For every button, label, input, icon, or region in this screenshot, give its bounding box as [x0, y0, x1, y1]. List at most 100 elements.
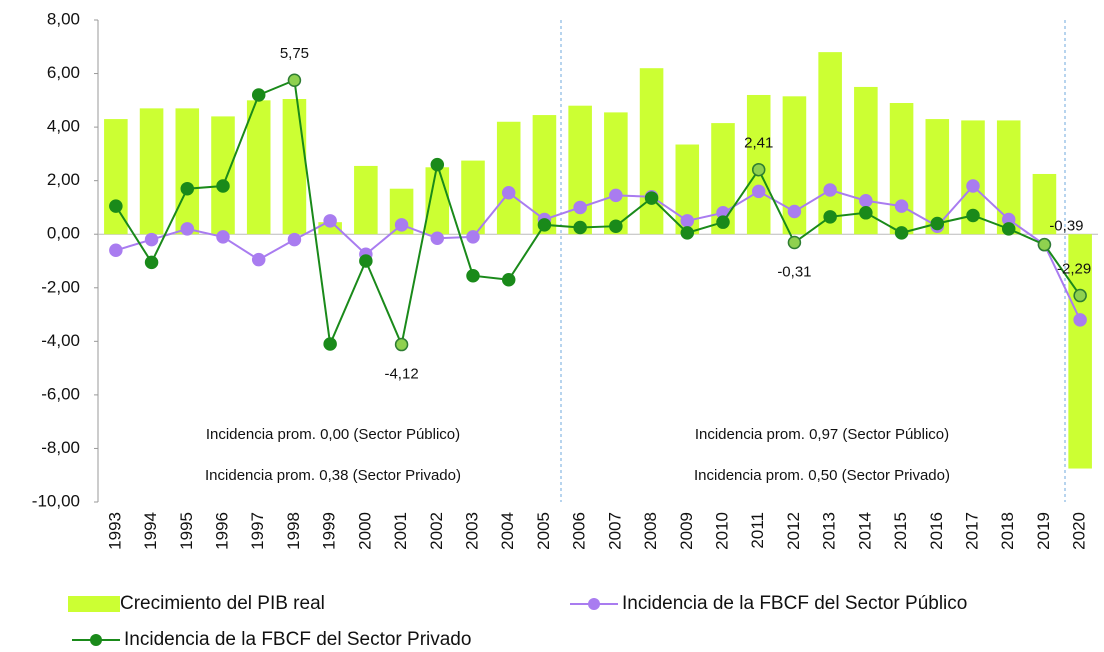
x-tick-label: 2007	[605, 512, 624, 550]
marker	[680, 214, 695, 228]
y-tick-label: 0,00	[47, 224, 80, 243]
y-tick-label: -8,00	[41, 438, 80, 457]
data-label: 2,41	[744, 135, 773, 152]
x-tick-label: 2014	[855, 512, 874, 550]
marker	[180, 181, 195, 196]
x-tick-label: 2001	[391, 512, 410, 550]
marker	[394, 218, 409, 232]
bar	[925, 119, 950, 235]
bar	[139, 108, 164, 235]
y-tick-label: -6,00	[41, 384, 80, 403]
x-tick-label: 1993	[105, 512, 124, 550]
marker	[1037, 237, 1052, 252]
x-tick-label: 2018	[998, 512, 1017, 550]
y-tick-label: -10,00	[32, 491, 80, 510]
x-tick-label: 2017	[962, 512, 981, 550]
bar	[639, 68, 664, 235]
marker	[609, 188, 623, 203]
data-label: -0,31	[777, 263, 811, 280]
marker	[144, 255, 159, 270]
bar	[568, 105, 592, 235]
legend-label: Incidencia de la FBCF del Sector Público	[622, 593, 967, 614]
marker	[394, 337, 409, 352]
marker	[466, 230, 480, 244]
x-tick-label: 2006	[570, 512, 589, 550]
bar	[354, 165, 378, 235]
x-tick-label: 2005	[534, 512, 553, 550]
bar	[854, 86, 878, 235]
marker	[144, 232, 159, 247]
marker	[287, 73, 302, 87]
line	[115, 184, 1082, 321]
marker	[109, 243, 123, 258]
marker	[537, 218, 552, 232]
bar	[1032, 173, 1057, 235]
x-tick-label: 2013	[820, 512, 839, 550]
x-tick-label: 2009	[677, 512, 696, 550]
marker	[930, 216, 945, 231]
legend-swatch	[68, 596, 120, 612]
marker	[1073, 313, 1087, 327]
marker	[323, 337, 337, 351]
y-tick-label: -4,00	[41, 331, 80, 350]
bar	[532, 115, 557, 235]
marker	[251, 252, 266, 267]
marker	[573, 220, 587, 235]
x-tick-label: 2000	[355, 512, 374, 550]
legend-swatch	[588, 598, 600, 610]
marker	[859, 194, 873, 208]
marker	[894, 226, 909, 240]
x-tick-label: 1998	[284, 512, 303, 550]
data-label: -0,39	[1049, 218, 1083, 235]
marker	[823, 183, 837, 197]
bar	[211, 116, 235, 235]
legend-label: Incidencia de la FBCF del Sector Privado	[124, 629, 471, 650]
legend-swatch	[90, 634, 102, 646]
data-label: -2,29	[1057, 261, 1091, 278]
x-tick-label: 2015	[891, 512, 910, 550]
marker	[823, 210, 837, 224]
bar	[104, 119, 128, 235]
x-tick-label: 2019	[1034, 512, 1053, 550]
marker	[716, 215, 730, 229]
marker	[251, 88, 266, 102]
line	[115, 78, 1081, 348]
marker	[751, 184, 766, 199]
marker	[1073, 288, 1087, 303]
bar	[461, 160, 485, 235]
bar	[175, 108, 200, 235]
bar	[996, 120, 1021, 235]
x-tick-label: 2008	[641, 512, 660, 550]
x-tick-label: 1996	[212, 512, 231, 550]
marker	[1001, 222, 1016, 236]
marker	[216, 179, 230, 193]
data-label: -4,12	[384, 366, 418, 383]
marker	[359, 254, 373, 268]
bar	[496, 121, 521, 235]
marker	[680, 226, 695, 240]
x-tick-label: 1995	[177, 512, 196, 550]
marker	[751, 162, 766, 177]
x-tick-label: 2012	[784, 512, 803, 550]
marker	[787, 204, 802, 219]
x-tick-label: 2010	[712, 512, 731, 550]
marker	[573, 200, 587, 215]
bar	[782, 96, 807, 235]
annotation: Incidencia prom. 0,38 (Sector Privado)	[205, 467, 461, 484]
y-tick-label: 6,00	[47, 63, 80, 82]
marker	[859, 206, 873, 220]
x-tick-label: 2011	[748, 512, 767, 549]
marker	[430, 231, 445, 245]
marker	[323, 214, 337, 228]
marker	[466, 268, 480, 283]
x-tick-label: 2003	[462, 512, 481, 550]
marker	[430, 157, 445, 172]
marker	[966, 208, 980, 223]
marker	[787, 235, 802, 250]
annotation: Incidencia prom. 0,00 (Sector Público)	[206, 426, 460, 443]
bar	[889, 103, 914, 235]
annotation: Incidencia prom. 0,97 (Sector Público)	[695, 426, 949, 443]
marker	[644, 191, 659, 205]
x-tick-label: 2002	[427, 512, 446, 550]
